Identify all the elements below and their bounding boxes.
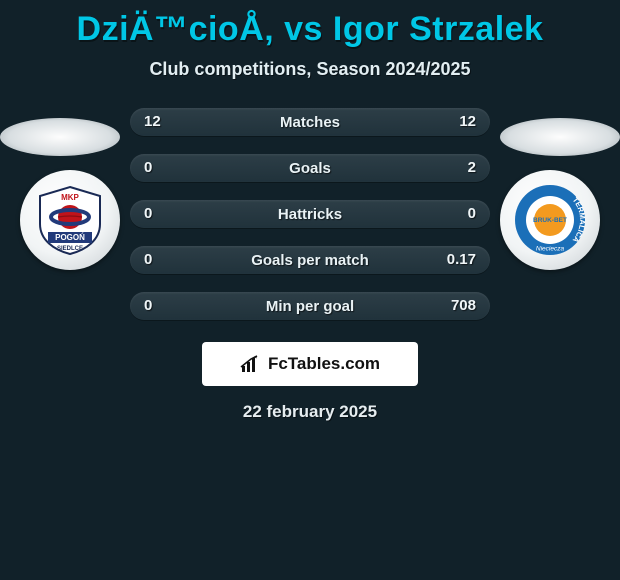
crest2-mid-text: BRUK-BET (533, 217, 567, 224)
stat-label: Min per goal (266, 298, 354, 315)
stat-p1-value: 0 (130, 154, 166, 182)
brand-text: FcTables.com (268, 354, 380, 374)
stat-p2-value: 0 (454, 200, 490, 228)
stat-p2-value: 708 (437, 292, 490, 320)
stat-p2-value: 2 (454, 154, 490, 182)
stat-p2-value: 0.17 (433, 246, 490, 274)
page-subtitle: Club competitions, Season 2024/2025 (0, 59, 620, 108)
club-badge-player2: TERMALICA BRUK-BET Nieciecza (500, 170, 600, 270)
crest2-bottom-text: Nieciecza (536, 246, 565, 253)
stat-p1-value: 0 (130, 246, 166, 274)
stats-list: 12 Matches 12 0 Goals 2 0 Hattricks 0 0 … (130, 108, 490, 320)
stat-row: 0 Goals 2 (130, 154, 490, 182)
stat-p1-value: 0 (130, 292, 166, 320)
stat-label: Goals per match (251, 252, 369, 269)
stat-row: 0 Goals per match 0.17 (130, 246, 490, 274)
club-crest-termalica-icon: TERMALICA BRUK-BET Nieciecza (513, 183, 587, 257)
page-title: DziÄ™cioÅ‚ vs Igor Strzalek (0, 6, 620, 59)
club-crest-pogon-icon: MKP POGOŃ SIEDLCE (34, 184, 106, 256)
stat-p2-value: 12 (445, 108, 490, 136)
disc-left (0, 118, 120, 156)
bar-chart-icon (240, 354, 262, 374)
stat-row: 0 Min per goal 708 (130, 292, 490, 320)
crest-top-text: MKP (61, 193, 79, 202)
crest-bottom-text: SIEDLCE (57, 246, 83, 252)
club-badge-player1: MKP POGOŃ SIEDLCE (20, 170, 120, 270)
stat-row: 0 Hattricks 0 (130, 200, 490, 228)
stat-row: 12 Matches 12 (130, 108, 490, 136)
crest-mid-text: POGOŃ (55, 233, 85, 242)
stat-p1-value: 0 (130, 200, 166, 228)
disc-right (500, 118, 620, 156)
stat-label: Matches (280, 114, 340, 131)
stat-label: Goals (289, 160, 331, 177)
brand-box: FcTables.com (202, 342, 418, 386)
comparison-card: DziÄ™cioÅ‚ vs Igor Strzalek Club competi… (0, 0, 620, 422)
footer-date: 22 february 2025 (0, 402, 620, 422)
stat-p1-value: 12 (130, 108, 175, 136)
stat-label: Hattricks (278, 206, 342, 223)
